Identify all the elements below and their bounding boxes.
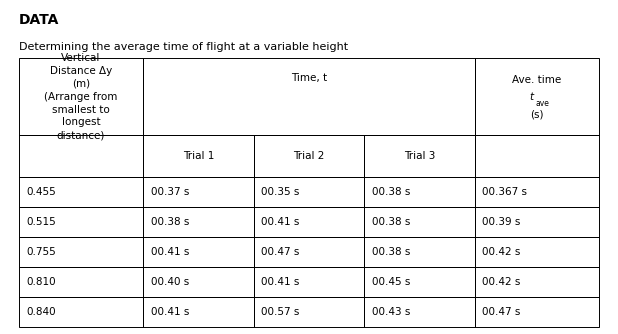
Bar (364, 177, 475, 207)
Bar (254, 207, 364, 237)
Bar (475, 177, 599, 207)
Bar (364, 207, 475, 237)
Text: 00.41 s: 00.41 s (261, 217, 300, 227)
Bar (254, 135, 364, 177)
Text: 00.38 s: 00.38 s (371, 187, 410, 197)
Text: Time, t: Time, t (291, 72, 327, 82)
Text: t: t (530, 92, 534, 102)
Bar (143, 135, 254, 177)
Text: 00.42 s: 00.42 s (482, 277, 520, 287)
Text: 0.515: 0.515 (26, 217, 56, 227)
Text: 00.43 s: 00.43 s (371, 307, 410, 317)
Bar (143, 207, 254, 237)
Bar (19, 237, 143, 267)
Bar (475, 237, 599, 267)
Text: 00.41 s: 00.41 s (151, 247, 189, 257)
Text: 0.810: 0.810 (26, 277, 56, 287)
Bar (254, 297, 364, 327)
Text: 00.47 s: 00.47 s (261, 247, 300, 257)
Text: 00.47 s: 00.47 s (482, 307, 520, 317)
Text: 0.755: 0.755 (26, 247, 56, 257)
Bar (364, 135, 475, 177)
Bar (254, 177, 364, 207)
Bar (475, 297, 599, 327)
Bar (475, 207, 599, 237)
Text: 00.45 s: 00.45 s (371, 277, 410, 287)
Text: 0.455: 0.455 (26, 187, 56, 197)
Text: ave: ave (535, 100, 549, 109)
Text: 00.41 s: 00.41 s (151, 307, 189, 317)
Bar (19, 58, 143, 135)
Text: Determining the average time of flight at a variable height: Determining the average time of flight a… (19, 42, 348, 52)
Bar (475, 58, 599, 135)
Bar (364, 237, 475, 267)
Text: 0.840: 0.840 (26, 307, 56, 317)
Text: 00.38 s: 00.38 s (371, 217, 410, 227)
Text: DATA: DATA (19, 13, 59, 27)
Text: Trial 1: Trial 1 (183, 151, 214, 161)
Text: Vertical
Distance Δy
(m)
(Arrange from
smallest to
longest
distance): Vertical Distance Δy (m) (Arrange from s… (44, 53, 117, 140)
Text: 00.38 s: 00.38 s (371, 247, 410, 257)
Bar (19, 267, 143, 297)
Bar (143, 297, 254, 327)
Text: 00.40 s: 00.40 s (151, 277, 189, 287)
Bar (143, 177, 254, 207)
Text: Trial 3: Trial 3 (404, 151, 435, 161)
Bar (364, 267, 475, 297)
Bar (254, 237, 364, 267)
Bar (143, 237, 254, 267)
Text: 00.35 s: 00.35 s (261, 187, 300, 197)
Text: 00.41 s: 00.41 s (261, 277, 300, 287)
Text: 00.42 s: 00.42 s (482, 247, 520, 257)
Text: 00.367 s: 00.367 s (482, 187, 527, 197)
Bar (19, 207, 143, 237)
Bar (143, 267, 254, 297)
Text: 00.38 s: 00.38 s (151, 217, 189, 227)
Text: 00.39 s: 00.39 s (482, 217, 520, 227)
Bar (254, 267, 364, 297)
Text: 00.37 s: 00.37 s (151, 187, 189, 197)
Text: (s): (s) (530, 110, 544, 119)
Text: Ave. time: Ave. time (512, 75, 562, 85)
Bar (19, 177, 143, 207)
Bar (19, 297, 143, 327)
Text: Trial 2: Trial 2 (294, 151, 324, 161)
Bar (143, 58, 475, 135)
Bar (364, 297, 475, 327)
Bar (475, 267, 599, 297)
Text: 00.57 s: 00.57 s (261, 307, 300, 317)
